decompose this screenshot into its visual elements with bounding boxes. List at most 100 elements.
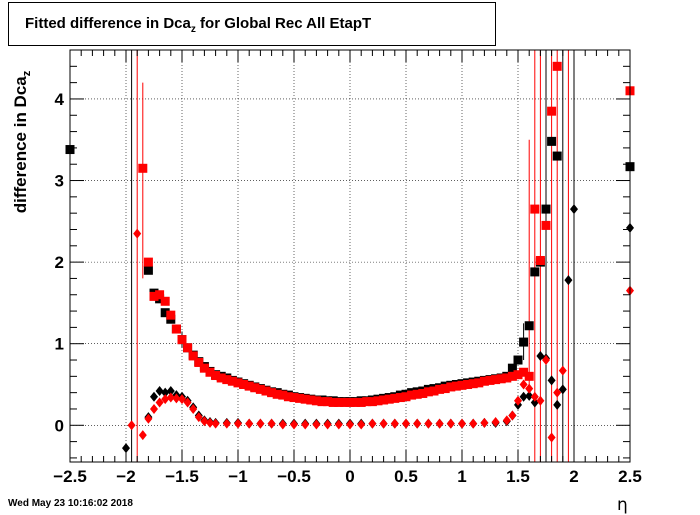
- data-point-diamond: [189, 403, 198, 414]
- data-point-diamond: [536, 395, 545, 406]
- data-point-diamond: [301, 419, 310, 430]
- data-point-diamond: [514, 395, 522, 406]
- data-point-square: [311, 396, 321, 406]
- data-point-diamond: [323, 419, 332, 430]
- data-point-square: [535, 255, 545, 265]
- data-point-square: [524, 371, 534, 381]
- x-tick-label: 0.5: [394, 467, 418, 486]
- data-point-square: [323, 397, 333, 407]
- data-point-diamond: [491, 417, 500, 428]
- data-point-diamond: [469, 418, 478, 429]
- data-point-square: [183, 343, 193, 353]
- y-tick-label: 3: [55, 172, 64, 191]
- data-point-diamond: [424, 418, 433, 429]
- data-point-square: [278, 390, 288, 400]
- data-point-diamond: [502, 415, 511, 426]
- data-point-diamond: [166, 386, 175, 397]
- data-point-diamond: [346, 419, 354, 430]
- data-point-diamond: [150, 391, 158, 402]
- data-point-square: [227, 376, 237, 386]
- data-point-diamond: [200, 416, 209, 427]
- data-point-diamond: [155, 397, 164, 408]
- data-point-diamond: [402, 418, 410, 429]
- data-point-diamond: [558, 365, 567, 376]
- data-point-diamond: [138, 430, 147, 441]
- data-point-square: [451, 381, 461, 391]
- data-point-square: [423, 387, 433, 397]
- x-tick-label: 2.5: [618, 467, 642, 486]
- data-point-square: [166, 310, 176, 320]
- data-point-diamond: [530, 397, 539, 408]
- data-point-square: [289, 393, 299, 403]
- chart-title: Fitted difference in Dcaz for Global Rec…: [25, 15, 371, 35]
- data-point-square: [272, 389, 282, 399]
- data-point-diamond: [183, 397, 192, 408]
- data-point-square: [507, 363, 517, 373]
- data-point-diamond: [446, 418, 455, 429]
- data-point-diamond: [144, 413, 153, 424]
- data-point-square: [143, 265, 153, 275]
- data-point-square: [496, 374, 506, 384]
- data-point-diamond: [133, 228, 142, 239]
- data-point-square: [194, 357, 204, 367]
- data-point-diamond: [267, 418, 276, 429]
- data-point-square: [328, 397, 338, 407]
- data-point-square: [446, 382, 456, 392]
- x-tick-label: 2: [569, 467, 578, 486]
- x-tick-label: −2.5: [53, 467, 87, 486]
- data-point-square: [547, 136, 557, 146]
- data-point-diamond: [570, 204, 578, 215]
- title-main-text: Fitted difference in Dca: [25, 15, 191, 32]
- data-point-diamond: [211, 418, 220, 429]
- data-point-diamond: [553, 399, 562, 410]
- data-point-diamond: [312, 419, 321, 430]
- data-point-diamond: [161, 387, 170, 398]
- title-subscript: z: [190, 24, 196, 35]
- data-point-diamond: [564, 275, 573, 286]
- y-axis-label: difference in Dcaz: [11, 71, 33, 214]
- data-point-diamond: [458, 418, 466, 429]
- data-point-diamond: [390, 418, 399, 429]
- data-point-square: [485, 375, 495, 385]
- data-point-diamond: [553, 387, 562, 398]
- data-point-square: [351, 397, 361, 407]
- data-point-square: [250, 383, 260, 393]
- data-point-square: [463, 379, 473, 389]
- data-point-square: [155, 290, 165, 300]
- data-point-square: [345, 397, 355, 407]
- data-point-diamond: [245, 418, 254, 429]
- data-point-square: [440, 384, 450, 394]
- data-point-square: [211, 371, 221, 381]
- data-point-square: [468, 379, 478, 389]
- data-point-square: [317, 397, 327, 407]
- data-point-square: [143, 257, 153, 267]
- timestamp-footer: Wed May 23 10:16:02 2018: [8, 498, 133, 509]
- error-bars: [131, 50, 631, 462]
- data-point-square: [233, 378, 243, 388]
- x-tick-label: 1.5: [506, 467, 530, 486]
- data-point-diamond: [122, 443, 130, 454]
- data-point-square: [171, 324, 181, 334]
- data-point-square: [205, 367, 215, 377]
- title-rest-text: for Global Rec All EtapT: [195, 15, 372, 32]
- data-point-square: [479, 376, 489, 386]
- data-markers: [65, 61, 635, 454]
- data-point-square: [239, 379, 249, 389]
- data-point-square: [474, 378, 484, 388]
- data-point-diamond: [519, 379, 528, 390]
- data-point-diamond: [547, 432, 556, 443]
- data-point-square: [401, 392, 411, 402]
- ylabel-subscript: z: [21, 70, 34, 77]
- data-point-square: [552, 151, 562, 161]
- data-point-diamond: [222, 418, 231, 429]
- data-point-square: [552, 61, 562, 71]
- data-point-square: [541, 220, 551, 230]
- data-point-square: [435, 384, 445, 394]
- data-point-square: [418, 388, 428, 398]
- data-point-square: [222, 375, 232, 385]
- x-tick-label: −1: [228, 467, 247, 486]
- data-point-diamond: [278, 419, 287, 430]
- data-point-square: [429, 386, 439, 396]
- data-point-square: [356, 397, 366, 407]
- data-point-square: [334, 397, 344, 407]
